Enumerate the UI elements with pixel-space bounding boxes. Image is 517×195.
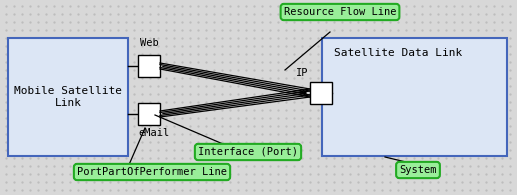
Text: Satellite Data Link: Satellite Data Link: [334, 48, 462, 58]
Text: Web: Web: [140, 38, 158, 48]
Text: PortPartOfPerformer Line: PortPartOfPerformer Line: [77, 167, 227, 177]
Bar: [322, 38, 507, 156]
Bar: [138, 103, 160, 125]
Bar: [138, 55, 160, 77]
Text: Mobile Satellite
Link: Mobile Satellite Link: [14, 86, 122, 108]
Text: Interface (Port): Interface (Port): [198, 147, 298, 157]
Text: eMail: eMail: [138, 128, 169, 138]
Text: IP: IP: [296, 68, 308, 78]
Bar: [310, 82, 332, 104]
Text: System: System: [399, 165, 437, 175]
Bar: [8, 38, 128, 156]
Text: Resource Flow Line: Resource Flow Line: [284, 7, 396, 17]
